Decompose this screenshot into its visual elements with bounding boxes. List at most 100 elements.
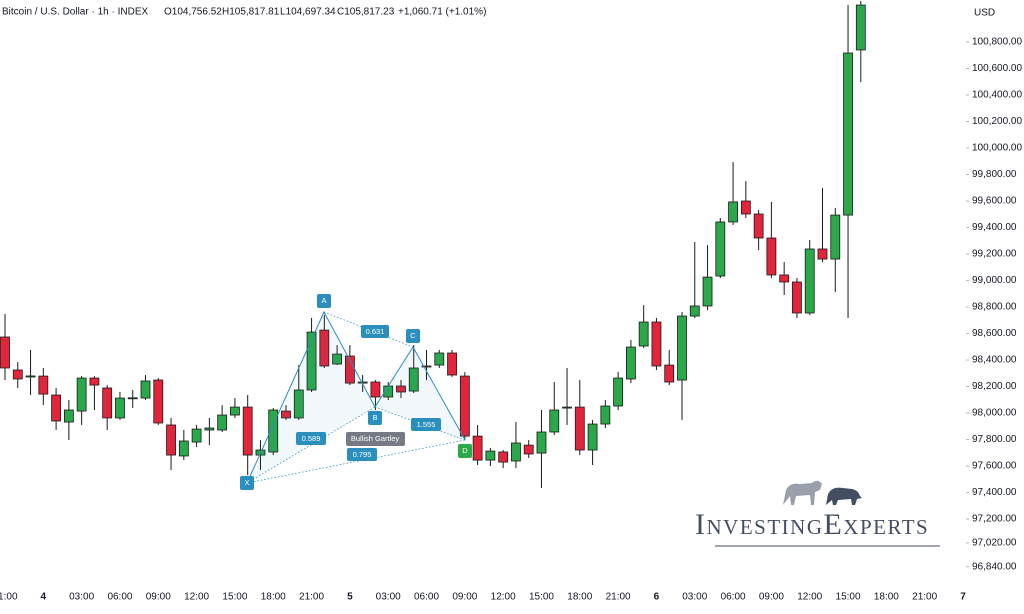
x-tick-label: 21:00 bbox=[299, 592, 324, 603]
candle-body bbox=[319, 329, 330, 367]
candle-body bbox=[408, 367, 419, 392]
point-label: B bbox=[372, 413, 377, 422]
x-tick-label: 7 bbox=[960, 592, 966, 603]
y-tick-label: 100,800.00 bbox=[972, 37, 1022, 48]
x-tick-label: 03:00 bbox=[376, 592, 401, 603]
ratio-tag bbox=[296, 432, 326, 445]
candle-body bbox=[102, 387, 113, 419]
y-tick-label: 98,000.00 bbox=[972, 408, 1017, 419]
candle-body bbox=[76, 377, 87, 412]
candle-body bbox=[306, 331, 317, 391]
chart-title: Bitcoin / U.S. Dollar · 1h · INDEX bbox=[2, 7, 148, 18]
candle-body bbox=[140, 380, 151, 399]
watermark: InvestingExperts bbox=[695, 480, 940, 547]
candle-body bbox=[574, 406, 585, 451]
candle-body bbox=[689, 305, 700, 317]
ratio-tag bbox=[411, 418, 441, 431]
candle-body bbox=[600, 405, 611, 425]
point-label: C bbox=[410, 331, 416, 340]
candle-body bbox=[779, 274, 790, 283]
x-tick-label: 03:00 bbox=[682, 592, 707, 603]
axes: 100,800.00 100,600.00 100,400.00 100,200.00… bbox=[0, 37, 1022, 603]
y-tick-label: 97,020.00 bbox=[972, 538, 1017, 549]
x-tick-label: 21:00 bbox=[606, 592, 631, 603]
candle-body bbox=[178, 440, 189, 457]
candle-body bbox=[485, 450, 496, 461]
ohlc-change: +1,060.71 (+1.01%) bbox=[398, 7, 486, 18]
candle-body bbox=[153, 379, 164, 424]
candle-body bbox=[715, 221, 726, 277]
candle-body bbox=[702, 276, 713, 307]
x-tick-label: 03:00 bbox=[69, 592, 94, 603]
candle-body bbox=[613, 377, 624, 407]
candle-body bbox=[166, 424, 176, 456]
x-tick-label: 09:00 bbox=[146, 592, 171, 603]
candle-body bbox=[843, 52, 853, 216]
candle-body bbox=[217, 414, 228, 431]
x-tick-label: 21:00 bbox=[912, 592, 937, 603]
ohlc-open: O104,756.52 bbox=[164, 7, 222, 18]
y-tick-label: 99,400.00 bbox=[972, 222, 1017, 233]
ratio-tag bbox=[347, 448, 377, 461]
x-tick-label: 12:00 bbox=[797, 592, 822, 603]
y-tick-label: 98,600.00 bbox=[972, 328, 1017, 339]
point-tag bbox=[240, 476, 254, 490]
candle-body bbox=[753, 213, 764, 239]
candle-body bbox=[421, 365, 432, 368]
candle-body bbox=[523, 444, 534, 455]
candle-body bbox=[677, 315, 687, 381]
x-tick-label: 12:00 bbox=[184, 592, 209, 603]
y-tick-label: 97,400.00 bbox=[972, 487, 1017, 498]
x-tick-label: 18:00 bbox=[874, 592, 899, 603]
ratio-label: 0.589 bbox=[302, 434, 321, 443]
candle-body bbox=[817, 248, 828, 260]
pattern-overlay: X A B C D 0.631 0.589 1.555 0.795 Bullis… bbox=[240, 294, 472, 490]
candle-body bbox=[396, 385, 406, 393]
x-tick-label: 4 bbox=[41, 592, 47, 603]
candle-body bbox=[472, 435, 483, 461]
candle-body bbox=[89, 377, 100, 386]
candle-body bbox=[728, 201, 738, 223]
candle-body bbox=[12, 369, 23, 380]
candle-body bbox=[562, 406, 572, 409]
ratio-label: 1.555 bbox=[417, 420, 436, 429]
pattern-fill bbox=[375, 347, 465, 440]
y-tick-label: 97,600.00 bbox=[972, 461, 1017, 472]
candle-body bbox=[855, 4, 866, 51]
candle-body bbox=[638, 321, 649, 347]
point-tag bbox=[458, 444, 472, 458]
x-tick-label: 21:00 bbox=[0, 592, 18, 603]
candle-body bbox=[459, 375, 470, 437]
y-tick-label: 96,840.00 bbox=[972, 561, 1017, 572]
candle-body bbox=[332, 353, 343, 365]
candle-body bbox=[230, 406, 240, 416]
x-tick-label: 09:00 bbox=[452, 592, 477, 603]
pattern-name-tag bbox=[346, 432, 405, 446]
candle-body bbox=[536, 431, 547, 454]
x-tick-label: 09:00 bbox=[759, 592, 784, 603]
y-tick-label: 100,000.00 bbox=[972, 143, 1022, 154]
point-tag bbox=[368, 411, 382, 425]
candle-body bbox=[651, 321, 662, 367]
x-tick-label: 15:00 bbox=[836, 592, 861, 603]
candle-body bbox=[804, 248, 815, 314]
candle-body bbox=[25, 375, 36, 378]
x-tick-label: 15:00 bbox=[529, 592, 554, 603]
candle-body bbox=[191, 428, 202, 443]
ohlc-low: L104,697.34 bbox=[280, 7, 336, 18]
x-tick-label: 18:00 bbox=[567, 592, 592, 603]
point-label: X bbox=[244, 478, 249, 487]
candle-body bbox=[549, 409, 560, 433]
x-tick-label: 06:00 bbox=[107, 592, 132, 603]
point-tag bbox=[317, 294, 331, 308]
candle-body bbox=[434, 352, 445, 366]
candle-body bbox=[204, 427, 215, 431]
y-tick-label: 99,600.00 bbox=[972, 196, 1017, 207]
candle-body bbox=[0, 336, 10, 369]
y-tick-label: 98,800.00 bbox=[972, 302, 1017, 313]
point-tag bbox=[406, 329, 420, 343]
y-tick-label: 100,400.00 bbox=[972, 90, 1022, 101]
pattern-name: Bullish Gartley bbox=[351, 434, 400, 443]
